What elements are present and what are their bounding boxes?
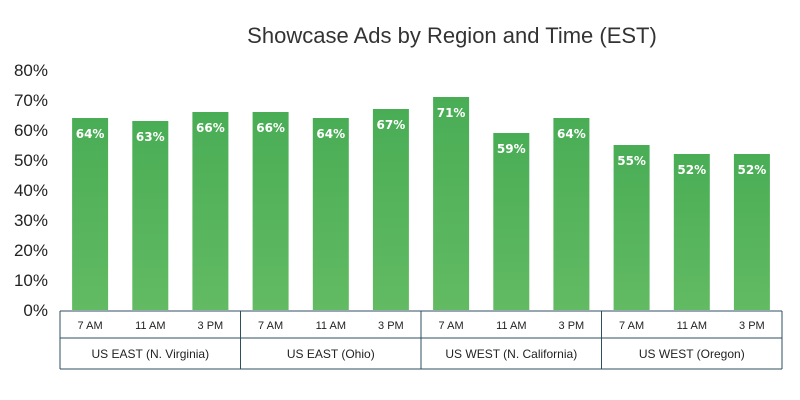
data-label: 52% [677, 163, 706, 177]
bar [433, 97, 470, 310]
bar [673, 154, 710, 310]
data-label: 64% [557, 127, 586, 141]
x-tick-label: 3 PM [559, 320, 585, 332]
bar [72, 118, 109, 310]
data-label: 71% [437, 106, 466, 120]
y-tick-label: 50% [14, 151, 48, 170]
bar [132, 121, 169, 310]
chart-title: Showcase Ads by Region and Time (EST) [247, 23, 657, 48]
group-label: US EAST (Ohio) [287, 347, 375, 361]
data-label: 66% [196, 121, 225, 135]
data-label: 66% [256, 121, 285, 135]
x-tick-label: 7 AM [619, 320, 644, 332]
x-tick-label: 11 AM [135, 320, 165, 332]
bars: 64% 63% 66% 66% 64% 67% 71% 59% 64% 55% 52% 52% [72, 97, 770, 310]
x-tick-label: 3 PM [378, 320, 404, 332]
bar [613, 145, 650, 310]
y-tick-label: 60% [14, 121, 48, 140]
y-tick-label: 80% [14, 61, 48, 80]
y-tick-label: 70% [14, 91, 48, 110]
data-label: 59% [497, 142, 526, 156]
y-tick-label: 20% [14, 241, 48, 260]
bar [493, 133, 530, 310]
y-tick-label: 30% [14, 211, 48, 230]
y-tick-label: 0% [23, 301, 48, 320]
data-label: 64% [76, 127, 105, 141]
data-label: 52% [738, 163, 767, 177]
x-axis: 7 AM 11 AM 3 PM 7 AM 11 AM 3 PM 7 AM 11 AM 3 PM 7… [59, 310, 783, 370]
group-label: US EAST (N. Virginia) [92, 347, 210, 361]
x-tick-label: 3 PM [198, 320, 224, 332]
bar [372, 109, 409, 310]
bar [733, 154, 770, 310]
y-tick-label: 10% [14, 271, 48, 290]
y-tick-label: 40% [14, 181, 48, 200]
y-axis: 0% 10% 20% 30% 40% 50% 60% 70% 80% [14, 61, 48, 320]
bar [553, 118, 590, 310]
group-label: US WEST (Oregon) [639, 347, 745, 361]
x-tick-label: 11 AM [496, 320, 526, 332]
data-label: 55% [617, 154, 646, 168]
x-tick-label: 7 AM [258, 320, 283, 332]
data-label: 63% [136, 130, 165, 144]
data-label: 64% [316, 127, 345, 141]
x-tick-label: 7 AM [439, 320, 464, 332]
group-label: US WEST (N. California) [445, 347, 577, 361]
bar [192, 112, 229, 310]
x-tick-label: 11 AM [677, 320, 707, 332]
x-tick-label: 11 AM [316, 320, 346, 332]
x-tick-label: 3 PM [739, 320, 765, 332]
x-tick-label: 7 AM [78, 320, 103, 332]
bar [312, 118, 349, 310]
bar [252, 112, 289, 310]
data-label: 67% [377, 118, 406, 132]
